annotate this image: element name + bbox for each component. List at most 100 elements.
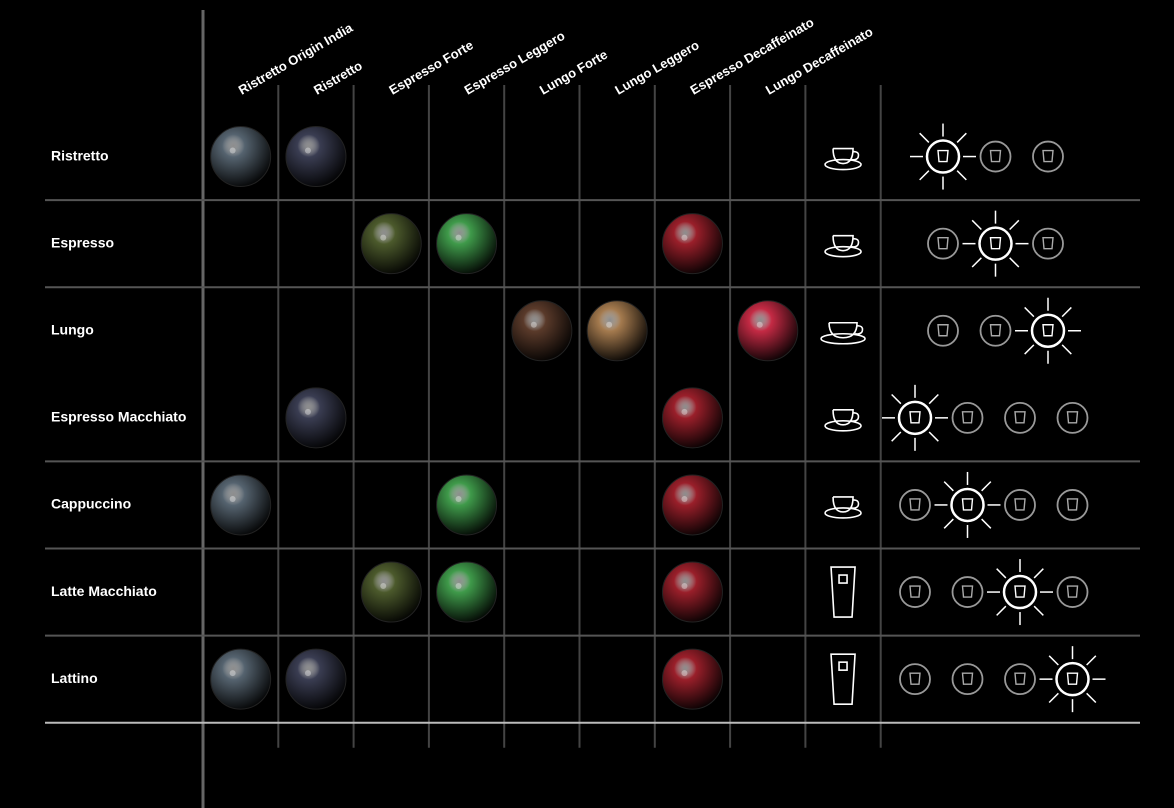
capsule-shine bbox=[304, 147, 311, 154]
capsule-shine bbox=[681, 234, 688, 241]
button-ring bbox=[897, 400, 933, 436]
row-label: Lattino bbox=[51, 670, 98, 686]
button-cup bbox=[937, 324, 949, 337]
glass bbox=[830, 566, 856, 618]
button-cup bbox=[937, 236, 949, 250]
size-button bbox=[927, 314, 959, 347]
capsule bbox=[661, 561, 723, 623]
button-ring bbox=[927, 227, 959, 260]
capsule-shine bbox=[756, 321, 763, 328]
button-ring bbox=[1056, 401, 1089, 434]
button-ring bbox=[979, 140, 1012, 173]
ray bbox=[956, 170, 967, 181]
saucer bbox=[824, 507, 862, 519]
size-button bbox=[1039, 646, 1106, 713]
size-button bbox=[899, 489, 931, 521]
button-ring bbox=[927, 314, 959, 347]
cup-icon bbox=[824, 409, 862, 432]
button-cup bbox=[1042, 236, 1054, 250]
button-cup bbox=[1014, 585, 1026, 598]
row-label: Espresso Macchiato bbox=[51, 409, 186, 425]
row-label: Latte Macchiato bbox=[51, 583, 157, 599]
column-header: Lungo Leggero bbox=[612, 37, 701, 97]
button-ring bbox=[1032, 227, 1064, 260]
cup bbox=[832, 409, 854, 426]
cup-icon bbox=[824, 496, 862, 519]
capsule bbox=[210, 648, 272, 710]
ray bbox=[996, 605, 1007, 616]
size-button bbox=[987, 559, 1053, 626]
ray bbox=[1024, 306, 1035, 318]
button-ring bbox=[1055, 661, 1090, 697]
cup-icon bbox=[830, 566, 856, 618]
size-button bbox=[899, 663, 931, 696]
size-button bbox=[1032, 227, 1064, 260]
button-cup bbox=[1042, 149, 1054, 163]
cup-handle bbox=[850, 412, 860, 422]
capsule-shine bbox=[455, 234, 462, 241]
button-ring bbox=[950, 487, 985, 523]
size-button bbox=[1056, 576, 1089, 608]
ray bbox=[1009, 257, 1020, 268]
capsule-shine bbox=[681, 408, 688, 415]
capsule-shine bbox=[606, 321, 613, 328]
cup-icon bbox=[820, 321, 866, 345]
ray bbox=[996, 568, 1007, 579]
row-label: Lungo bbox=[51, 321, 94, 337]
ray bbox=[1048, 692, 1059, 704]
capsule-shine bbox=[455, 495, 462, 502]
button-ring bbox=[951, 576, 984, 608]
button-ring bbox=[978, 226, 1013, 261]
button-ring bbox=[1056, 489, 1089, 521]
button-ring bbox=[1004, 663, 1036, 696]
capsule-shine bbox=[681, 583, 688, 590]
capsule bbox=[661, 387, 723, 449]
size-button bbox=[1032, 140, 1064, 173]
button-cup bbox=[1014, 498, 1026, 511]
size-button bbox=[951, 576, 984, 608]
capsule bbox=[511, 300, 573, 362]
button-ring bbox=[951, 401, 984, 434]
ray bbox=[891, 431, 902, 442]
button-cup bbox=[961, 411, 974, 424]
saucer bbox=[824, 245, 862, 258]
capsule bbox=[737, 300, 799, 362]
capsule-shine bbox=[455, 583, 462, 590]
capsule-shine bbox=[681, 670, 688, 677]
button-cup bbox=[989, 324, 1002, 337]
size-button bbox=[951, 401, 984, 434]
capsule bbox=[436, 213, 498, 275]
ray bbox=[1048, 655, 1059, 666]
capsule bbox=[661, 474, 723, 536]
ray bbox=[1024, 344, 1035, 355]
size-button bbox=[1004, 663, 1036, 696]
cup-handle bbox=[850, 499, 860, 509]
capsule bbox=[210, 126, 272, 188]
button-cup bbox=[909, 672, 921, 685]
cup bbox=[828, 321, 858, 339]
ray bbox=[919, 132, 930, 143]
size-button bbox=[1015, 297, 1081, 364]
ray bbox=[1009, 219, 1020, 231]
size-button bbox=[1004, 401, 1036, 434]
saucer bbox=[820, 332, 866, 345]
capsule-shine bbox=[229, 147, 236, 154]
column-header: Espresso Decaffeinato bbox=[688, 14, 817, 97]
button-cup bbox=[1042, 324, 1054, 337]
size-button bbox=[934, 471, 1001, 538]
row-label: Cappuccino bbox=[51, 496, 131, 512]
ray bbox=[943, 518, 954, 529]
column-header: Ristretto bbox=[311, 58, 365, 98]
capsule bbox=[661, 213, 723, 275]
ray bbox=[956, 132, 967, 143]
button-ring bbox=[1030, 313, 1066, 348]
size-button bbox=[979, 314, 1012, 347]
button-cup bbox=[989, 236, 1002, 250]
size-button bbox=[951, 663, 984, 696]
button-ring bbox=[1004, 489, 1036, 521]
cup-handle bbox=[854, 324, 864, 335]
button-ring bbox=[899, 576, 931, 608]
button-cup bbox=[909, 411, 921, 424]
button-cup bbox=[961, 672, 974, 685]
